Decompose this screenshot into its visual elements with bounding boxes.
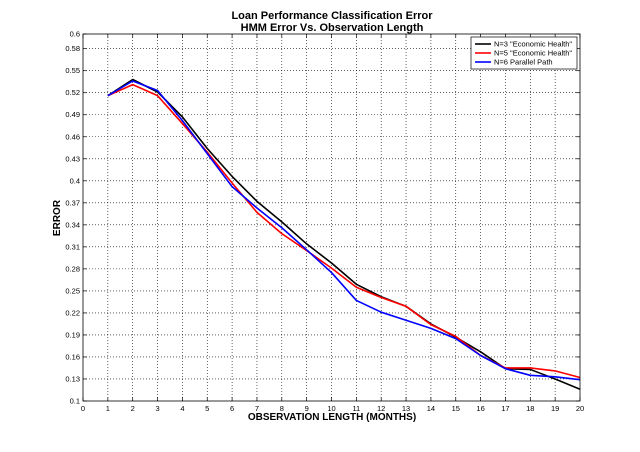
x-tick-label: 14 xyxy=(427,404,435,413)
x-tick-label: 9 xyxy=(305,404,309,413)
x-tick-label: 19 xyxy=(551,404,559,413)
y-tick-label: 0.46 xyxy=(65,132,80,141)
x-tick-label: 15 xyxy=(452,404,460,413)
x-tick-label: 17 xyxy=(501,404,509,413)
chart-subtitle: HMM Error Vs. Observation Length xyxy=(241,22,424,34)
legend-entry: N=3 "Economic Health" xyxy=(494,40,572,49)
tick-labels: 0 1 2 3 4 5 6 7 8 9 10 11 12 13 14 15 16 17 18 19 200.10.130… xyxy=(65,30,584,414)
x-tick-label: 7 xyxy=(255,404,259,413)
y-tick-label: 0.37 xyxy=(65,198,80,207)
y-tick-label: 0.49 xyxy=(65,110,80,119)
y-tick-label: 0.28 xyxy=(65,264,80,273)
x-tick-label: 6 xyxy=(230,404,234,413)
series-layer xyxy=(82,33,581,402)
y-tick-label: 0.6 xyxy=(70,30,80,39)
x-tick-label: 5 xyxy=(205,404,209,413)
legend-entry: N=5 "Economic Health" xyxy=(494,49,572,58)
y-tick-label: 0.52 xyxy=(65,88,80,97)
x-axis-label: OBSERVATION LENGTH (MONTHS) xyxy=(248,412,416,423)
y-tick-label: 0.16 xyxy=(65,352,80,361)
y-tick-label: 0.43 xyxy=(65,154,80,163)
y-tick-label: 0.1 xyxy=(70,397,80,406)
y-axis-label: ERROR xyxy=(52,199,63,236)
y-tick-label: 0.55 xyxy=(65,66,80,75)
x-tick-label: 10 xyxy=(327,404,335,413)
x-tick-label: 2 xyxy=(131,404,135,413)
y-tick-label: 0.19 xyxy=(65,330,80,339)
y-tick-label: 0.25 xyxy=(65,286,80,295)
chart-title: Loan Performance Classification Error xyxy=(231,10,433,22)
x-tick-label: 8 xyxy=(280,404,284,413)
y-tick-label: 0.22 xyxy=(65,308,80,317)
grid xyxy=(82,33,581,402)
x-tick-label: 13 xyxy=(402,404,410,413)
x-tick-label: 4 xyxy=(180,404,184,413)
y-tick-label: 0.34 xyxy=(65,220,80,229)
plot-frame xyxy=(82,33,581,402)
y-tick-label: 0.4 xyxy=(70,176,80,185)
y-tick-label: 0.58 xyxy=(65,44,80,53)
legend-entry: N=6 Parallel Path xyxy=(494,58,553,67)
x-tick-label: 3 xyxy=(155,404,159,413)
x-tick-label: 18 xyxy=(526,404,534,413)
x-tick-label: 12 xyxy=(377,404,385,413)
legend: N=3 "Economic Health"N=5 "Economic Healt… xyxy=(470,36,578,70)
y-tick-label: 0.13 xyxy=(65,374,80,383)
x-tick-label: 0 xyxy=(81,404,85,413)
x-tick-label: 1 xyxy=(106,404,110,413)
x-tick-label: 16 xyxy=(476,404,484,413)
x-tick-label: 20 xyxy=(576,404,584,413)
y-tick-label: 0.31 xyxy=(65,242,80,251)
series-line-3 xyxy=(107,80,581,381)
x-tick-label: 11 xyxy=(352,404,360,413)
